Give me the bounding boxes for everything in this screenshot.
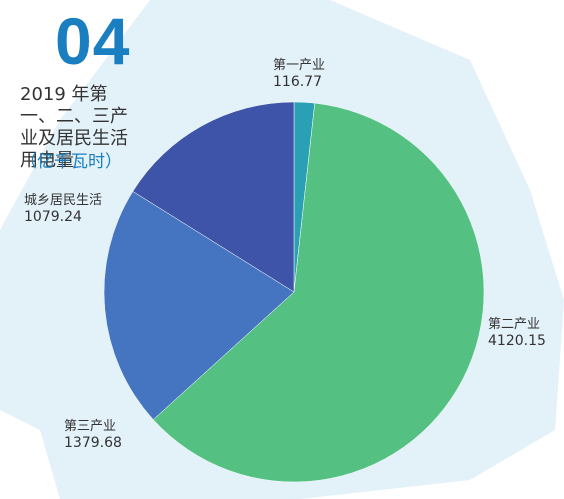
slice-label-value: 4120.15 — [488, 333, 546, 349]
slice-label-value: 1379.68 — [64, 435, 122, 451]
pie-slice-tertiary-industry — [103, 191, 295, 420]
slice-label-value: 116.77 — [273, 74, 322, 90]
slice-label-tertiary-industry: 第三产业 1379.68 — [64, 418, 122, 452]
slice-label-name: 第一产业 — [273, 58, 326, 73]
slice-label-name: 城乡居民生活 — [24, 193, 103, 208]
slice-label-secondary-industry: 第二产业 4120.15 — [488, 316, 546, 350]
slice-label-primary-industry: 第一产业 116.77 — [273, 57, 325, 91]
chart-title: 2019 年第一、二、三产业及居民生活用电量 — [20, 84, 128, 171]
slice-label-name: 第二产业 — [488, 317, 541, 332]
pie-slice-residential — [132, 101, 295, 293]
pie-slice-secondary-industry — [152, 102, 485, 483]
slice-label-name: 第三产业 — [64, 419, 117, 434]
slice-label-residential: 城乡居民生活 1079.24 — [24, 192, 102, 226]
chart-unit: （亿千瓦时） — [20, 152, 122, 172]
section-number: 04 — [55, 4, 131, 78]
slice-label-value: 1079.24 — [24, 209, 82, 225]
